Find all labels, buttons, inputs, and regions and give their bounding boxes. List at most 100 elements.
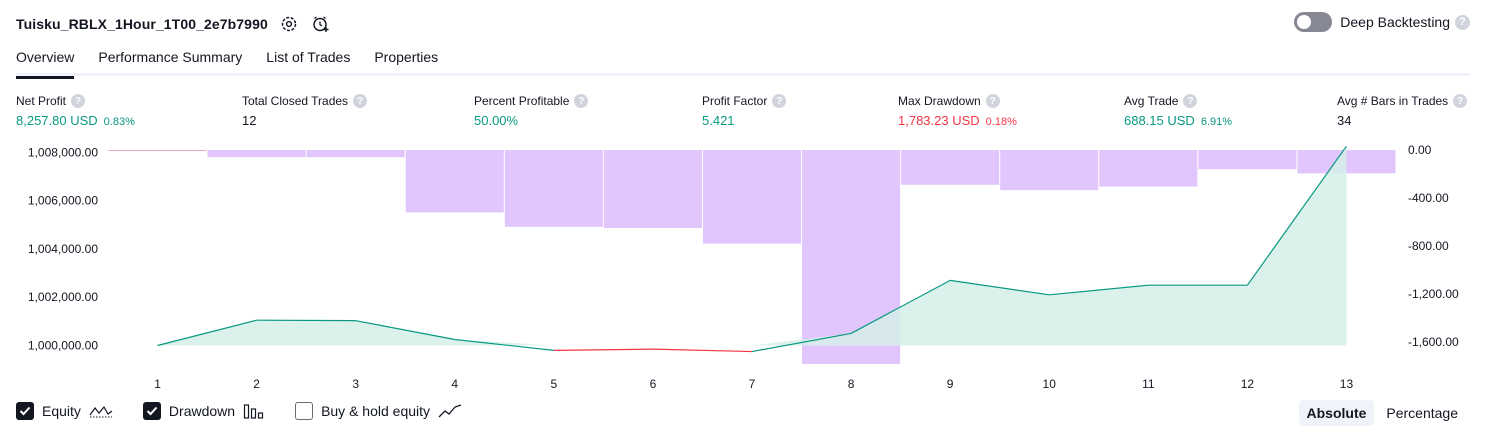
metric-value: 12: [242, 113, 257, 128]
metric-max-drawdown: Max Drawdown? 1,783.23 USD 0.18%: [898, 93, 1017, 128]
help-icon[interactable]: ?: [574, 94, 589, 108]
drawdown-bar: [1000, 150, 1099, 191]
right-axis-tick-label: -800.00: [1408, 239, 1449, 253]
drawdown-bar: [1198, 150, 1297, 170]
help-icon[interactable]: ?: [1183, 94, 1198, 108]
right-axis-tick-label: -1,600.00: [1408, 335, 1459, 349]
x-axis-tick-label: 10: [1043, 377, 1057, 391]
equity-line-segment: [1049, 284, 1149, 296]
help-icon[interactable]: ?: [1453, 94, 1468, 108]
tab-list-of-trades[interactable]: List of Trades: [266, 49, 351, 65]
legend-equity[interactable]: Equity: [16, 402, 113, 420]
help-icon[interactable]: ?: [71, 94, 86, 108]
strategy-header: Tuisku_RBLX_1Hour_1T00_2e7b7990: [16, 10, 332, 38]
x-axis-tick-label: 12: [1241, 377, 1255, 391]
equity-line-segment: [652, 348, 753, 353]
x-axis-tick-label: 3: [352, 377, 359, 391]
equity-line-icon: [89, 403, 113, 419]
left-axis-tick-label: 1,004,000.00: [28, 242, 98, 256]
drawdown-bar: [405, 150, 504, 213]
absolute-mode-button[interactable]: Absolute: [1298, 400, 1375, 426]
settings-gear-icon[interactable]: [278, 13, 300, 35]
equity-line-segment: [751, 332, 852, 353]
equity-line-segment: [850, 279, 951, 334]
left-axis-tick-label: 1,008,000.00: [28, 145, 98, 159]
metric-percent: 0.18%: [985, 116, 1017, 128]
equity-line-segment: [454, 338, 554, 351]
equity-line-segment: [1246, 145, 1347, 286]
drawdown-bar: [901, 150, 1000, 185]
deep-backtesting-toggle[interactable]: [1294, 12, 1333, 32]
legend-equity-label: Equity: [42, 403, 81, 419]
metric-value: 1,783.23 USD: [898, 113, 980, 128]
drawdown-checkbox[interactable]: [142, 402, 161, 420]
help-icon[interactable]: ?: [1455, 14, 1470, 30]
tab-overview[interactable]: Overview: [16, 44, 75, 79]
right-axis-tick-label: -1,200.00: [1408, 287, 1459, 301]
equity-line-segment: [553, 348, 653, 351]
deep-backtesting-label: Deep Backtesting: [1340, 14, 1450, 30]
left-axis-tick-label: 1,002,000.00: [28, 290, 98, 304]
x-axis-tick-label: 13: [1340, 377, 1354, 391]
metric-label: Avg Trade: [1124, 94, 1179, 108]
metric-avg-bars-in-trades: Avg # Bars in Trades? 34: [1337, 93, 1468, 128]
metric-net-profit: Net Profit? 8,257.80 USD 0.83%: [16, 93, 135, 128]
legend-buy-hold[interactable]: Buy & hold equity: [295, 402, 462, 420]
metric-label: Percent Profitable: [474, 94, 570, 108]
left-axis-tick-label: 1,000,000.00: [28, 339, 98, 353]
metric-profit-factor: Profit Factor? 5.421: [702, 93, 787, 128]
x-axis-tick-label: 6: [650, 377, 657, 391]
legend-buy-hold-label: Buy & hold equity: [321, 403, 431, 419]
x-axis-tick-label: 8: [848, 377, 855, 391]
x-axis-tick-label: 5: [551, 377, 558, 391]
equity-fill-area: [157, 146, 1347, 346]
deep-backtesting: Deep Backtesting ?: [1294, 12, 1470, 32]
metric-value: 34: [1337, 113, 1352, 128]
right-axis-tick-label: 0.00: [1408, 143, 1432, 157]
help-icon[interactable]: ?: [985, 94, 1000, 108]
chart-legend: Equity Drawdown Buy & hold equity: [16, 402, 492, 420]
equity-checkbox[interactable]: [16, 402, 34, 420]
x-axis-tick-label: 11: [1142, 377, 1155, 391]
right-axis-tick-label: -400.00: [1408, 191, 1449, 205]
equity-drawdown-chart: 1,008,000.00 1,006,000.00 1,004,000.00 1,00…: [28, 143, 1459, 391]
metric-label: Total Closed Trades: [242, 94, 349, 108]
drawdown-bar: [306, 150, 405, 158]
drawdown-bar: [702, 150, 802, 244]
percentage-mode-button[interactable]: Percentage: [1386, 405, 1458, 421]
metric-label: Net Profit: [16, 94, 67, 108]
metric-value: 8,257.80 USD: [16, 113, 98, 128]
help-icon[interactable]: ?: [772, 94, 787, 108]
x-axis-tick-label: 7: [749, 377, 756, 391]
x-axis-tick-label: 9: [947, 377, 954, 391]
tab-performance-summary[interactable]: Performance Summary: [98, 49, 243, 65]
buy-hold-checkbox[interactable]: [295, 402, 314, 420]
metric-value: 5.421: [702, 113, 735, 128]
legend-drawdown[interactable]: Drawdown: [142, 402, 265, 420]
report-tabs: Overview Performance Summary List of Tra…: [16, 44, 1470, 79]
equity-line-segment: [157, 319, 257, 347]
metric-percent: 6.91%: [1200, 116, 1233, 128]
drawdown-bars-icon: [243, 403, 265, 419]
metric-label: Profit Factor: [702, 94, 768, 108]
drawdown-bar: [603, 150, 702, 228]
legend-drawdown-label: Drawdown: [168, 403, 236, 419]
help-icon[interactable]: ?: [353, 94, 368, 108]
drawdown-bar: [207, 150, 306, 158]
equity-line-segment: [355, 320, 455, 341]
tab-properties[interactable]: Properties: [374, 49, 439, 65]
equity-line-segment: [950, 279, 1050, 296]
x-axis-tick-label: 2: [253, 377, 260, 391]
metric-label: Avg # Bars in Trades: [1337, 94, 1449, 108]
metric-percent: 0.83%: [103, 116, 135, 128]
add-alert-icon[interactable]: [310, 13, 332, 35]
strategy-name: Tuisku_RBLX_1Hour_1T00_2e7b7990: [16, 16, 268, 32]
metric-percent-profitable: Percent Profitable? 50.00%: [474, 93, 589, 128]
metric-label: Max Drawdown: [898, 94, 981, 108]
x-axis-tick-label: 1: [154, 377, 161, 391]
metric-avg-trade: Avg Trade? 688.15 USD 6.91%: [1124, 93, 1232, 128]
metric-value: 50.00%: [474, 113, 519, 128]
drawdown-bar: [1099, 150, 1198, 187]
left-axis-tick-label: 1,006,000.00: [28, 194, 98, 208]
buy-hold-line-icon: [438, 403, 462, 419]
